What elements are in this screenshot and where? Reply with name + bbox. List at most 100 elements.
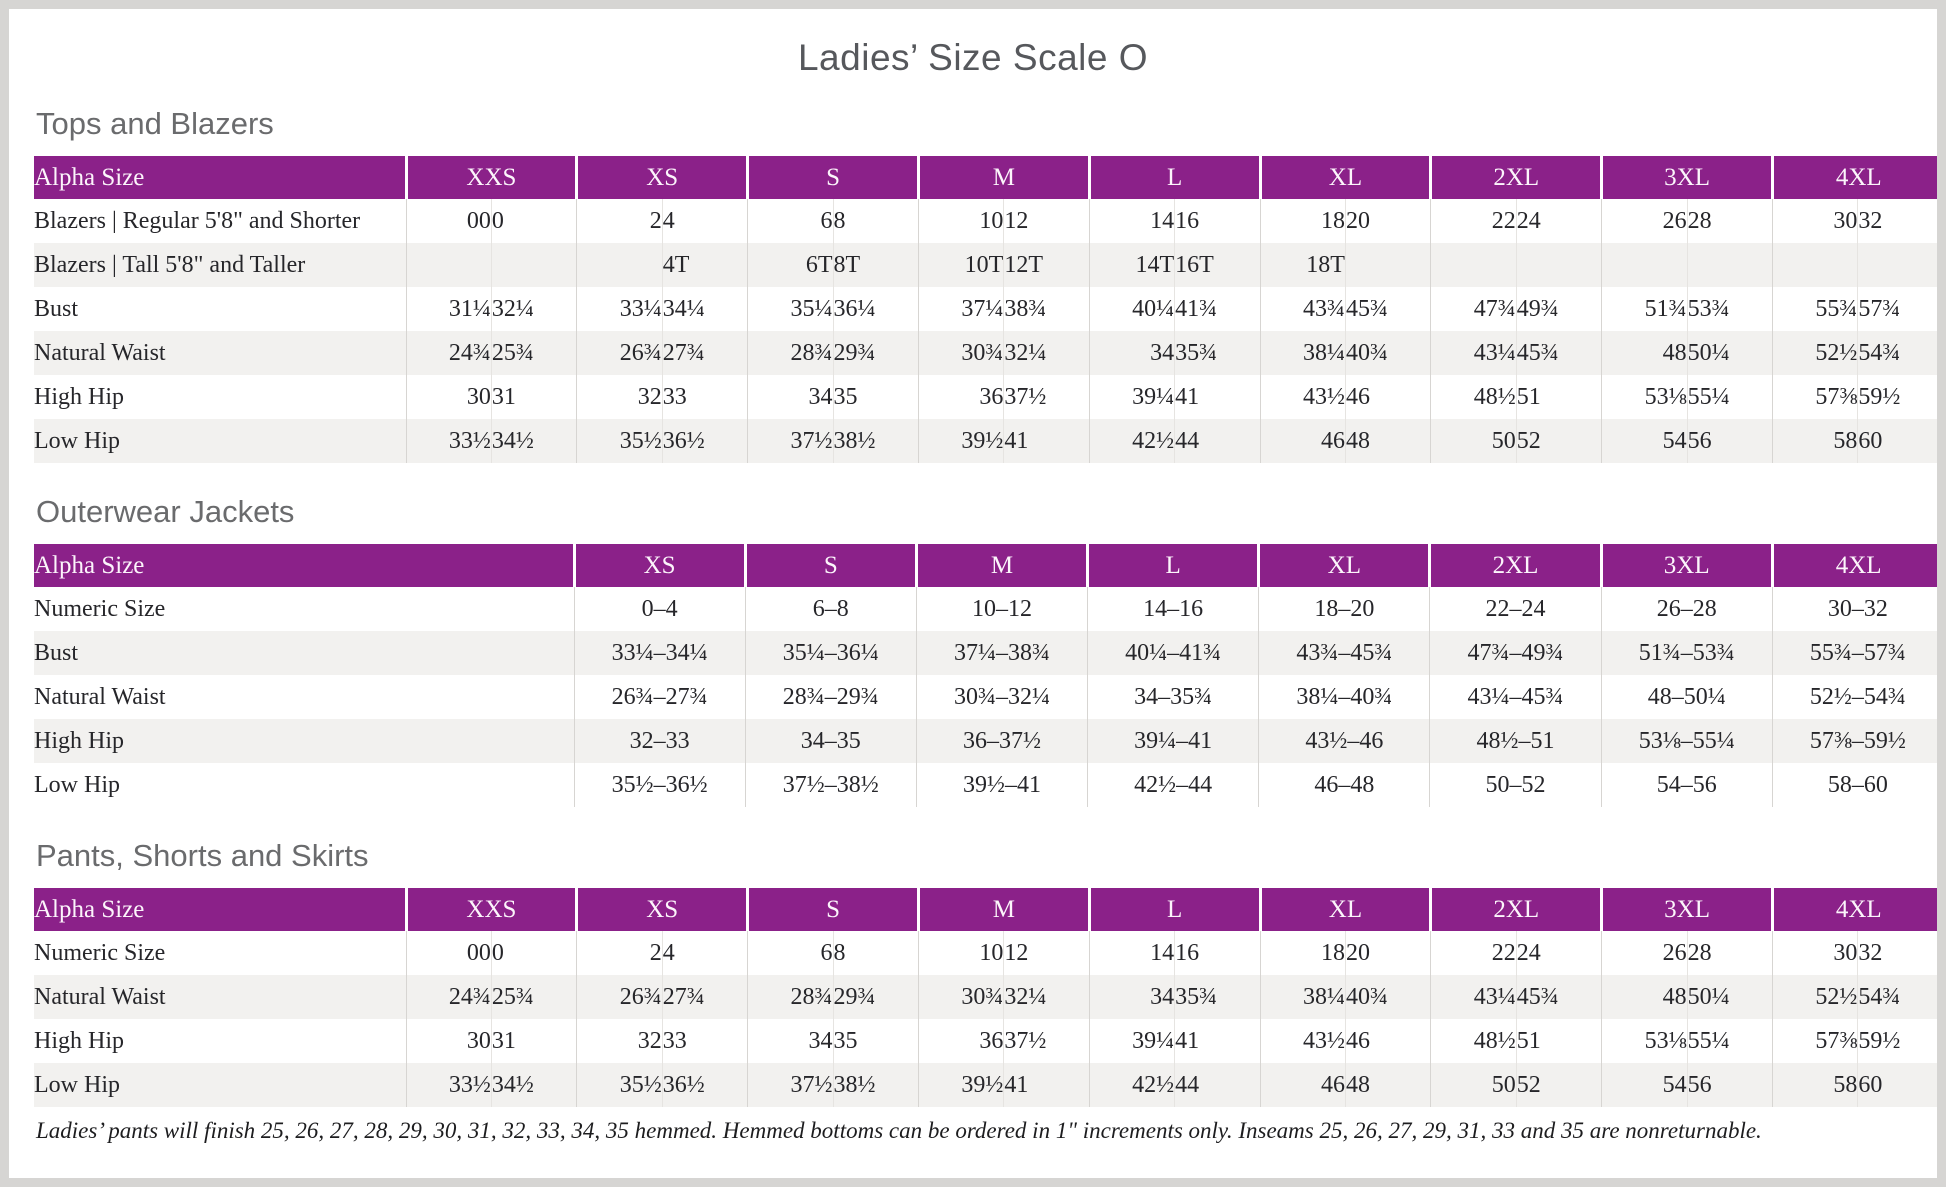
size-cell: 12T	[1003, 243, 1090, 287]
size-cell: 47¾	[1430, 287, 1517, 331]
size-cell: 55¼	[1686, 375, 1773, 419]
size-cell: 18	[1259, 931, 1346, 975]
column-header-alpha-size: Alpha Size	[34, 888, 406, 931]
size-cell: 34	[747, 1019, 834, 1063]
size-cell: 44	[1174, 1063, 1261, 1107]
size-cell: 6–8	[744, 587, 917, 631]
size-cell: 47¾–49¾	[1429, 631, 1602, 675]
size-cell: 37½–38½	[744, 763, 917, 807]
table-row: Blazers | Regular 5'8" and Shorter 00 0 2 4 6…	[34, 199, 1937, 243]
size-cell: 27¾	[661, 331, 748, 375]
size-cell: 55¾–57¾	[1771, 631, 1937, 675]
size-cell: 28¾–29¾	[744, 675, 917, 719]
size-cell: 51	[1515, 1019, 1602, 1063]
size-cell: 38¼–40¾	[1258, 675, 1430, 719]
size-cell: 35½–36½	[573, 763, 746, 807]
size-cell: 4T	[661, 243, 748, 287]
size-cell: 40¼–41¾	[1087, 631, 1259, 675]
size-cell: 37¼	[917, 287, 1004, 331]
size-cell: 34–35¾	[1087, 675, 1259, 719]
column-header-2xl: 2XL	[1429, 888, 1602, 931]
size-cell: 36¼	[832, 287, 919, 331]
size-cell: 20	[1344, 931, 1431, 975]
size-cell: 46	[1344, 1019, 1431, 1063]
column-header-l: L	[1087, 156, 1261, 199]
size-cell: 42½–44	[1087, 763, 1259, 807]
size-cell: 33½	[405, 1063, 492, 1107]
size-cell: 43¾–45¾	[1258, 631, 1430, 675]
size-cell: 37½	[747, 1063, 834, 1107]
size-cell: 37½	[747, 419, 834, 463]
size-cell: 35¼	[747, 287, 834, 331]
column-header-l: L	[1087, 888, 1261, 931]
size-cell: 22–24	[1429, 587, 1602, 631]
column-header-3xl: 3XL	[1599, 544, 1773, 587]
column-header-xl: XL	[1258, 156, 1431, 199]
row-label: Low Hip	[34, 419, 406, 463]
table-row: Bust 33¼–34¼ 35¼–36¼ 37¼–38¾ 40¼–41¾ 43¾–45¾ 4…	[34, 631, 1937, 675]
size-cell: 48½–51	[1429, 719, 1602, 763]
column-header-xs: XS	[575, 888, 748, 931]
size-cell: 57¾	[1857, 287, 1937, 331]
table-row: Blazers | Tall 5'8" and Taller 4T 6T 8T 10T 1…	[34, 243, 1937, 287]
row-label: Bust	[34, 631, 574, 675]
column-header-4xl: 4XL	[1770, 544, 1937, 587]
size-cell: 33	[661, 375, 748, 419]
row-label: Low Hip	[34, 771, 120, 798]
size-cell: 20	[1344, 199, 1431, 243]
size-cell: 4	[661, 931, 748, 975]
size-cell: 10T	[917, 243, 1004, 287]
row-label: Blazers | Regular 5'8" and Shorter	[34, 207, 361, 234]
size-cell: 0	[490, 931, 577, 975]
column-header-alpha-size: Alpha Size	[34, 544, 574, 587]
size-cell: 51¾	[1601, 287, 1688, 331]
size-cell: 28¾	[747, 331, 834, 375]
size-cell: 55¼	[1686, 1019, 1773, 1063]
size-cell: 56	[1686, 1063, 1773, 1107]
size-cell: 36	[917, 1019, 1004, 1063]
size-cell	[1344, 243, 1431, 287]
size-cell: 10–12	[915, 587, 1088, 631]
size-cell: 59½	[1857, 375, 1937, 419]
column-header-m: M	[916, 888, 1090, 931]
size-cell: 55¾	[1771, 287, 1858, 331]
size-cell: 32	[1857, 931, 1937, 975]
column-header-xxs: XXS	[404, 156, 577, 199]
size-cell: 43¼	[1430, 331, 1517, 375]
size-cell: 39½–41	[915, 763, 1088, 807]
row-label: Low Hip	[34, 1063, 406, 1107]
size-cell: 33¼	[576, 287, 663, 331]
table-row: Low Hip 35½–36½ 37½–38½ 39½–41 42½–44 46–48 50…	[34, 763, 1937, 807]
size-cell: 30¾–32¼	[915, 675, 1088, 719]
size-cell: 53¾	[1686, 287, 1773, 331]
size-cell: 52½	[1771, 975, 1858, 1019]
size-cell: 24¾	[405, 975, 492, 1019]
size-cell: 30–32	[1771, 587, 1937, 631]
size-cell: 31	[490, 375, 577, 419]
size-cell: 26–28	[1600, 587, 1773, 631]
size-cell: 57⅜–59½	[1771, 719, 1937, 763]
size-cell: 24	[1515, 199, 1602, 243]
size-cell: 50	[1430, 419, 1517, 463]
size-cell	[1686, 243, 1773, 287]
size-cell: 34½	[490, 419, 577, 463]
size-cell: 00	[405, 931, 492, 975]
size-cell: 24¾	[405, 331, 492, 375]
size-cell	[1771, 243, 1858, 287]
size-cell: 42½	[1088, 1063, 1175, 1107]
size-cell: 46	[1259, 1063, 1346, 1107]
size-cell: 41	[1003, 419, 1090, 463]
size-cell	[490, 243, 577, 287]
size-cell: 37½	[1003, 1019, 1090, 1063]
size-cell: 31¼	[405, 287, 492, 331]
size-cell: 57⅜	[1771, 375, 1858, 419]
column-header-2xl: 2XL	[1428, 544, 1602, 587]
table-row: Numeric Size 00 0 2 4 6 8 10 12 14 16 18 20 22 24 26 28 3…	[34, 931, 1937, 975]
size-cell: 6	[747, 199, 834, 243]
size-cell: 26¾	[576, 331, 663, 375]
row-label: Numeric Size	[34, 939, 166, 966]
size-cell: 54¾	[1857, 331, 1937, 375]
size-cell: 41¾	[1174, 287, 1261, 331]
size-cell: 35½	[576, 419, 663, 463]
size-cell: 30¾	[917, 331, 1004, 375]
